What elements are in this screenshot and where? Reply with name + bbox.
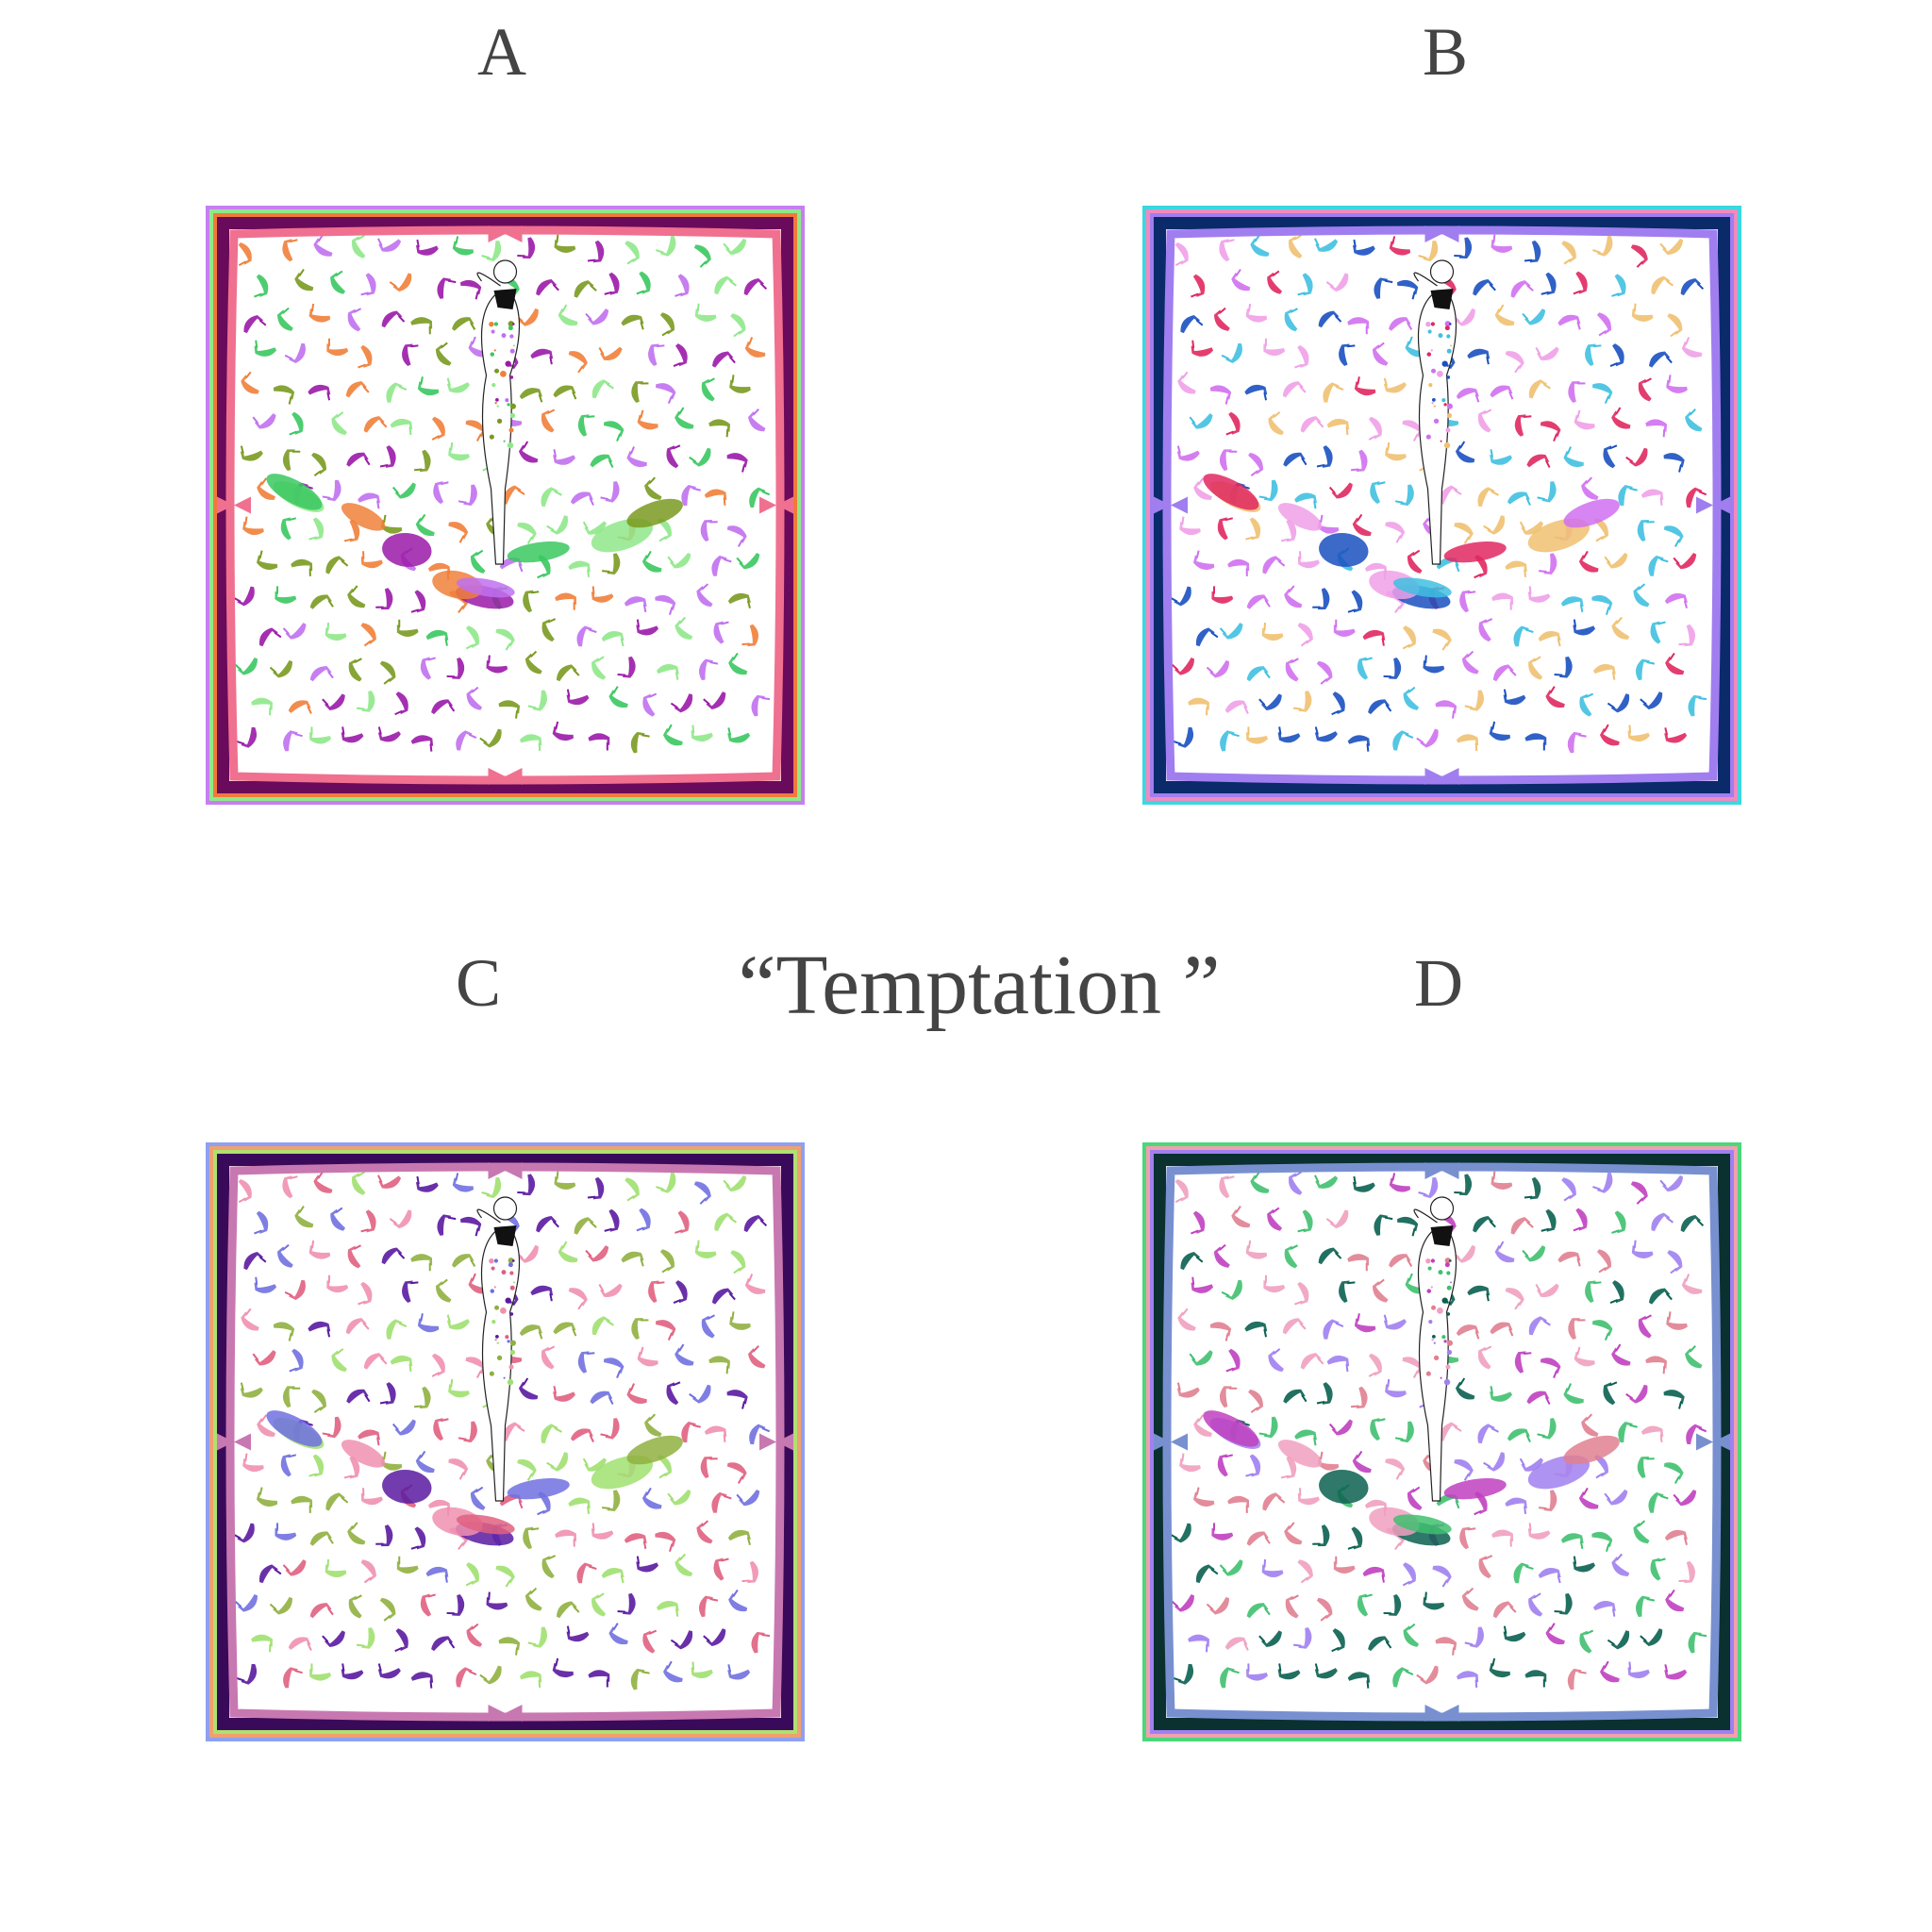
woman-figure	[266, 259, 683, 609]
bow-icon	[1424, 225, 1459, 242]
variant-label-a: A	[477, 14, 526, 90]
bow-icon	[1154, 1433, 1188, 1451]
bow-icon	[1424, 1162, 1459, 1179]
ribbon-frame	[225, 1162, 785, 1722]
ribbon-frame	[1162, 225, 1722, 785]
bow-icon	[1696, 1433, 1730, 1451]
variant-label-c: C	[455, 945, 502, 1021]
ribbon-frame	[225, 225, 785, 785]
bow-icon	[1424, 1705, 1459, 1722]
scarf-design-d	[1142, 1142, 1741, 1741]
bow-icon	[488, 768, 523, 785]
collection-title: “Temptation ”	[738, 939, 1221, 1032]
scarf-design-b	[1142, 206, 1741, 805]
shoe-pattern	[1170, 1171, 1707, 1690]
bow-icon	[1154, 496, 1188, 514]
bow-icon	[217, 496, 251, 514]
variant-label-d: D	[1414, 945, 1463, 1021]
bow-icon	[1424, 768, 1459, 785]
shoe-pattern	[233, 234, 771, 754]
bow-icon	[488, 225, 523, 242]
scarf-design-c	[206, 1142, 805, 1741]
bow-icon	[488, 1705, 523, 1722]
bow-icon	[759, 496, 793, 514]
ribbon-frame	[1162, 1162, 1722, 1722]
bow-icon	[1696, 496, 1730, 514]
bow-icon	[759, 1433, 793, 1451]
shoe-pattern	[233, 1171, 771, 1690]
woman-figure	[266, 1196, 683, 1546]
bow-icon	[488, 1162, 523, 1179]
bow-icon	[217, 1433, 251, 1451]
woman-figure	[1203, 259, 1620, 609]
woman-figure	[1203, 1196, 1620, 1546]
variant-label-b: B	[1422, 14, 1469, 90]
scarf-design-a	[206, 206, 805, 805]
